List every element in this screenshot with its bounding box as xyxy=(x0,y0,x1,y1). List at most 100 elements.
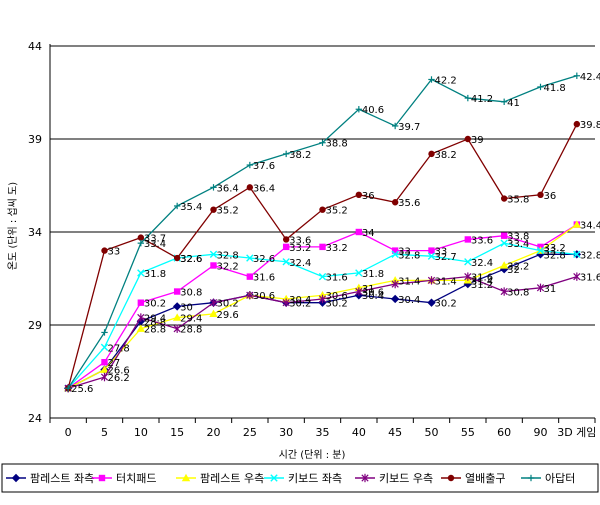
marker-star xyxy=(536,283,545,292)
marker-star xyxy=(173,324,181,333)
gridlines xyxy=(50,45,595,326)
marker-x xyxy=(270,474,278,482)
marker-plus xyxy=(137,239,145,247)
marker-stroke xyxy=(355,269,363,277)
marker-plus xyxy=(319,139,326,146)
marker-plus xyxy=(527,474,535,482)
data-label: 31.6 xyxy=(326,273,348,284)
marker-circle xyxy=(210,206,217,213)
y-tick-label: 34 xyxy=(28,226,42,239)
marker-diamond xyxy=(427,298,436,307)
marker-square xyxy=(391,247,399,254)
data-label: 33 xyxy=(435,247,448,258)
legend-label: 열배출구 xyxy=(465,472,505,485)
data-label: 33 xyxy=(398,247,411,258)
data-label: 33.4 xyxy=(144,239,166,250)
data-label: 36.4 xyxy=(253,183,275,194)
marker-triangle xyxy=(499,261,509,269)
data-label: 32.4 xyxy=(471,258,493,269)
data-label: 30.6 xyxy=(326,291,348,302)
marker-stroke xyxy=(270,474,278,482)
data-label: 40.6 xyxy=(362,105,384,116)
x-tick-label: 25 xyxy=(243,426,257,439)
marker-plus xyxy=(428,76,435,83)
marker-plus xyxy=(464,94,472,102)
marker-stroke xyxy=(282,258,290,266)
marker-stroke xyxy=(209,250,218,259)
data-label: 31.6 xyxy=(471,273,493,284)
data-label: 39.8 xyxy=(580,120,600,131)
data-label: 36 xyxy=(362,191,375,202)
marker-star xyxy=(137,313,145,322)
legend-label: 팜레스트 우측 xyxy=(200,472,264,485)
data-label: 32.6 xyxy=(180,254,202,265)
marker-square xyxy=(282,243,290,251)
x-tick-label: 60 xyxy=(497,426,511,439)
data-label: 31.6 xyxy=(253,273,275,284)
marker-circle xyxy=(246,184,254,191)
data-label: 30.2 xyxy=(435,299,457,310)
marker-plus xyxy=(101,329,108,336)
marker-circle xyxy=(391,199,399,206)
x-axis-title: 시간 (단위 : 분) xyxy=(279,448,346,461)
marker-square xyxy=(319,243,326,251)
marker-x xyxy=(391,250,399,259)
x-tick-label: 0 xyxy=(65,426,72,439)
data-label: 32.8 xyxy=(217,250,239,261)
data-label: 33.8 xyxy=(507,232,529,243)
data-label: 35.2 xyxy=(217,206,239,217)
data-label: 26.6 xyxy=(108,366,130,377)
data-label: 32.8 xyxy=(544,250,566,261)
legend-label: 아답터 xyxy=(545,472,575,485)
data-label: 31 xyxy=(544,284,557,295)
marker-square xyxy=(210,262,217,269)
marker-circle xyxy=(137,234,145,241)
data-label: 36.4 xyxy=(217,183,239,194)
marker-star xyxy=(500,287,508,296)
data-label: 30.6 xyxy=(362,288,384,299)
data-label: 31.4 xyxy=(471,276,493,287)
data-label: 39 xyxy=(471,135,484,146)
data-label: 30 xyxy=(180,302,193,313)
marker-plus xyxy=(282,150,290,158)
y-axis-title: 온도 (단위 : 섭씨 도) xyxy=(6,182,19,270)
y-tick-label: 24 xyxy=(28,412,42,425)
data-label: 30.2 xyxy=(289,299,311,310)
data-label: 31.4 xyxy=(398,276,420,287)
marker-circle xyxy=(537,191,544,198)
marker-diamond xyxy=(11,473,21,483)
marker-circle xyxy=(500,195,508,202)
marker-x xyxy=(282,258,290,266)
marker-circle xyxy=(428,150,435,158)
data-label: 30.6 xyxy=(253,291,275,302)
marker-plus xyxy=(246,161,254,169)
x-tick-label: 55 xyxy=(461,426,475,439)
series-4 xyxy=(64,272,581,393)
data-label: 33.4 xyxy=(507,239,529,250)
marker-x xyxy=(464,258,472,266)
data-label: 41 xyxy=(507,98,520,109)
data-label: 31.6 xyxy=(580,273,600,284)
data-label: 30.4 xyxy=(289,295,311,306)
marker-square xyxy=(173,288,181,295)
marker-stroke xyxy=(427,252,436,260)
y-tick-label: 29 xyxy=(28,319,42,332)
data-label: 33.7 xyxy=(144,234,166,245)
legend-item: 팜레스트 좌측 xyxy=(6,472,94,485)
marker-plus xyxy=(355,106,363,113)
marker-x xyxy=(318,272,327,281)
data-label: 31 xyxy=(362,284,375,295)
marker-star xyxy=(573,272,581,281)
marker-star xyxy=(209,298,218,307)
data-label: 41.2 xyxy=(471,94,493,105)
marker-x xyxy=(100,343,109,352)
legend-item: 키보드 좌측 xyxy=(264,472,342,485)
marker-triangle xyxy=(100,365,109,373)
plot-area xyxy=(50,15,595,418)
legend-item: 팜레스트 우측 xyxy=(176,472,264,485)
marker-diamond xyxy=(390,294,400,304)
legend-label: 터치패드 xyxy=(116,472,156,485)
marker-circle xyxy=(282,236,290,243)
data-label: 32.6 xyxy=(253,254,275,265)
